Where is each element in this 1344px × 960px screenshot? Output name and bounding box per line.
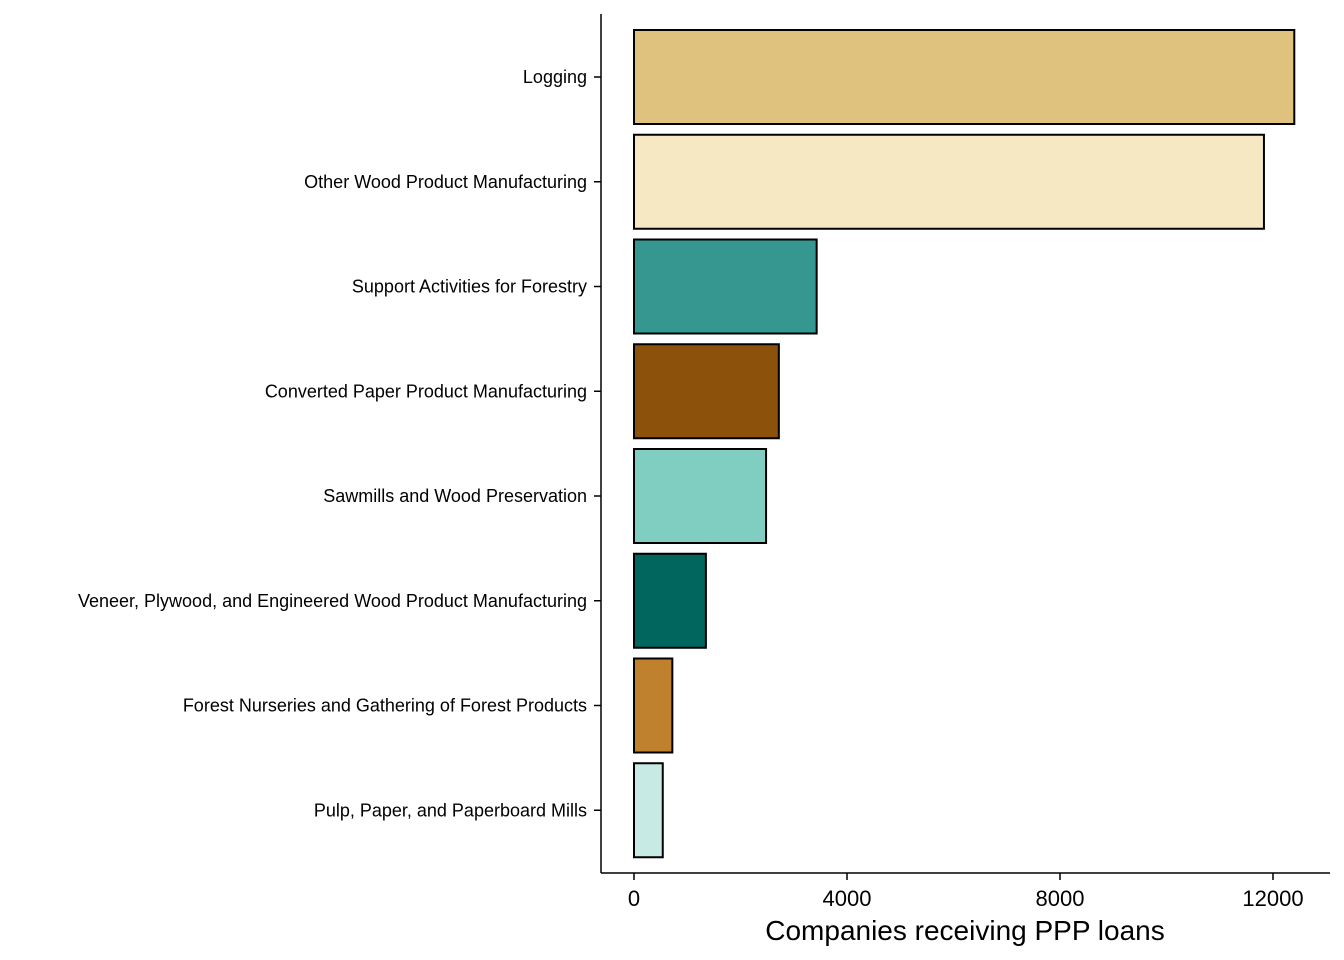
y-tick-label-logging: Logging [523, 67, 587, 87]
bars-group [633, 29, 1296, 859]
x-tick-label-0: 0 [628, 886, 640, 911]
y-tick-label-sawmills-and-wood-preservation: Sawmills and Wood Preservation [323, 486, 587, 506]
y-axis: Logging Other Wood Product Manufacturing S… [78, 14, 602, 873]
x-axis-title: Companies receiving PPP loans [765, 915, 1164, 946]
bar-veneer-plywood-and-engineered-wood-product-manufacturing [633, 552, 707, 649]
bar-support-activities-for-forestry [633, 238, 818, 335]
y-tick-label-pulp-paper-and-paperboard-mills: Pulp, Paper, and Paperboard Mills [314, 800, 587, 820]
bar-logging [633, 29, 1296, 125]
x-tick-label-8000: 8000 [1036, 886, 1085, 911]
x-axis: 0 4000 8000 12000 [601, 872, 1330, 911]
x-tick-label-4000: 4000 [823, 886, 872, 911]
y-tick-label-other-wood-product-manufacturing: Other Wood Product Manufacturing [304, 172, 587, 192]
bar-other-wood-product-manufacturing [633, 133, 1265, 230]
y-tick-label-veneer-plywood-and-engineered-wood-product-manufacturing: Veneer, Plywood, and Engineered Wood Pro… [78, 591, 587, 611]
bar-forest-nurseries-and-gathering-of-forest-products [633, 657, 674, 754]
y-tick-label-converted-paper-product-manufacturing: Converted Paper Product Manufacturing [265, 381, 587, 401]
bar-sawmills-and-wood-preservation [633, 448, 768, 544]
y-tick-label-forest-nurseries-and-gathering-of-forest-products: Forest Nurseries and Gathering of Forest… [183, 696, 587, 716]
y-tick-label-support-activities-for-forestry: Support Activities for Forestry [352, 277, 587, 297]
x-tick-label-12000: 12000 [1242, 886, 1303, 911]
bar-pulp-paper-and-paperboard-mills [633, 762, 664, 859]
bar-converted-paper-product-manufacturing [633, 343, 780, 440]
